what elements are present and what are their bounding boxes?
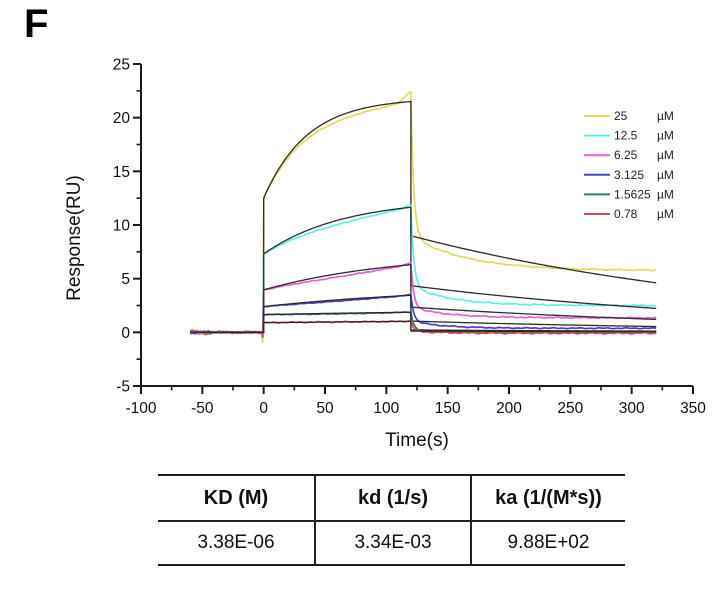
kd-m-value: 3.38E-06 [158,520,315,566]
series-measured-12.5uM [189,204,657,339]
legend-unit-label: µM [657,168,674,182]
panel-letter: F [24,2,49,46]
y-tick-label: 15 [113,164,130,181]
y-tick-label: 25 [113,57,130,74]
kinetics-value-row: 3.38E-06 3.34E-03 9.88E+02 [158,520,625,566]
legend-unit-label: µM [657,129,674,143]
y-axis-title: Response(RU) [64,175,85,301]
x-tick-label: 150 [435,400,461,417]
series-fit-12.5uM [190,206,657,333]
series-fit-3.125uM [190,294,657,333]
legend-unit-label: µM [657,187,674,201]
legend-conc-label: 0.78 [614,207,638,221]
kd-m-header: KD (M) [158,474,315,522]
x-axis-title: Time(s) [385,430,449,451]
x-tick-label: 350 [680,400,706,417]
y-tick-label: -5 [116,379,130,396]
x-tick-label: 100 [373,400,399,417]
x-tick-label: 50 [316,400,334,417]
y-tick-label: 20 [113,110,131,127]
x-tick-label: -100 [125,400,156,417]
series-fit-25uM [190,100,657,333]
y-tick-label: 0 [121,325,130,342]
x-tick-label: 250 [557,400,583,417]
x-tick-label: 300 [619,400,645,417]
legend-conc-label: 3.125 [614,168,644,182]
legend-conc-label: 1.5625 [614,187,651,201]
ka-header: ka (1/(M*s)) [471,474,625,522]
y-tick-label: 5 [121,271,130,288]
x-tick-label: 200 [496,400,522,417]
series-fit-1.5625uM [190,311,657,333]
legend-conc-label: 25 [614,109,628,123]
legend-unit-label: µM [657,207,674,221]
kd-1s-header: kd (1/s) [314,474,472,522]
kinetics-table: KD (M) kd (1/s) ka (1/(M*s)) 3.38E-06 3.… [158,474,625,566]
x-tick-label: 0 [259,400,268,417]
series-measured-6.25uM [189,262,657,338]
spr-sensorgram-chart: -100 -50 0 50 100 150 200 250 300 350-50510152025… [64,57,706,452]
legend-conc-label: 12.5 [614,129,638,143]
series-fit-0.78uM [190,320,657,333]
ka-value: 9.88E+02 [471,520,625,566]
x-tick-label: -50 [191,400,214,417]
legend-unit-label: µM [657,109,674,123]
legend-conc-label: 6.25 [614,148,638,162]
y-tick-label: 10 [113,218,131,235]
series-fit-6.25uM [190,264,657,333]
legend-unit-label: µM [657,148,674,162]
kd-1s-value: 3.34E-03 [314,520,472,566]
kinetics-header-row: KD (M) kd (1/s) ka (1/(M*s)) [158,474,625,522]
